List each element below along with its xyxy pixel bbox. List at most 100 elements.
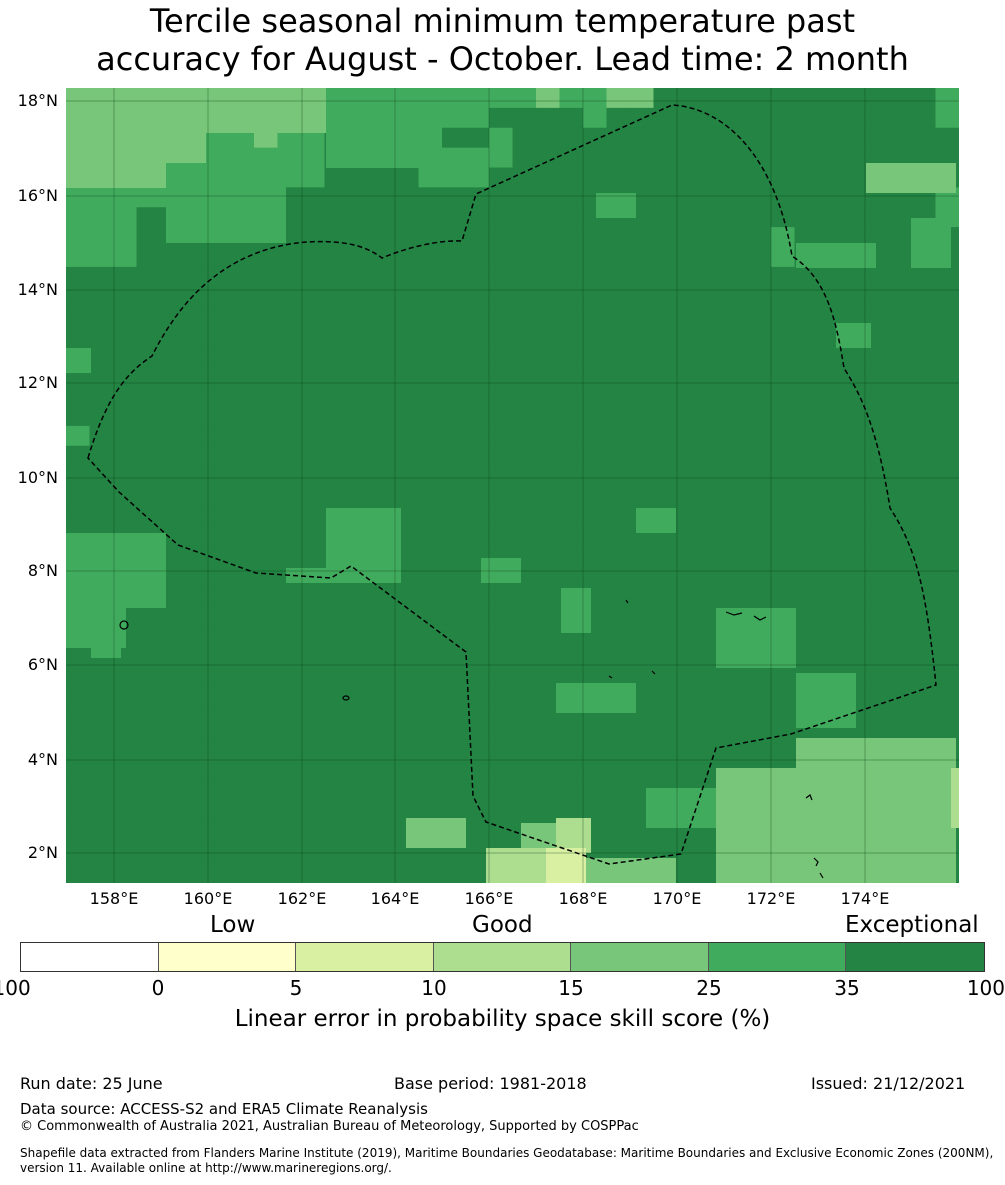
grid-cell	[418, 863, 443, 883]
grid-cell	[865, 406, 890, 427]
grid-cell	[935, 147, 959, 169]
grid-cell	[559, 286, 584, 308]
lon-label-166e: 166°E	[464, 889, 514, 908]
grid-cell	[230, 584, 255, 606]
grid-cell	[536, 346, 561, 367]
grid-cell	[559, 266, 584, 288]
grid-cell	[348, 445, 373, 467]
grid-cell	[277, 306, 302, 328]
grid-cell	[630, 465, 655, 487]
category-exceptional: Exceptional	[845, 912, 979, 938]
grid-cell	[395, 763, 420, 785]
grid-cell	[559, 127, 584, 149]
grid-cell	[935, 88, 959, 109]
grid-cell	[418, 167, 443, 188]
grid-cell	[841, 565, 866, 586]
grid-cell	[89, 465, 114, 487]
grid-cell	[630, 565, 655, 586]
grid-cell	[160, 406, 185, 427]
grid-cell	[677, 445, 702, 467]
grid-cell	[606, 326, 631, 347]
grid-cell	[395, 783, 420, 805]
grid-cell	[230, 266, 255, 288]
grid-cell	[653, 346, 678, 367]
grid-cell	[606, 783, 631, 805]
grid-cell	[559, 743, 584, 765]
grid-cell	[348, 783, 373, 805]
grid-cell	[630, 266, 655, 288]
grid-cell	[113, 803, 138, 824]
grid-cell	[536, 505, 561, 526]
grid-cell	[606, 88, 631, 109]
grid-cell	[583, 386, 608, 407]
grid-cell	[935, 604, 959, 626]
grid-cell	[512, 763, 537, 785]
grid-cell	[230, 545, 255, 566]
grid-cell	[630, 425, 655, 447]
grid-cell	[442, 306, 467, 328]
colorbar-tick-15: 15	[558, 976, 584, 1000]
grid-cell	[677, 763, 702, 785]
grid-cell	[371, 743, 396, 765]
grid-cell	[489, 743, 514, 765]
grid-cell	[583, 743, 608, 765]
grid-cell	[183, 684, 208, 705]
grid-cell	[630, 286, 655, 308]
grid-cell	[489, 147, 514, 169]
grid-cell	[207, 843, 232, 864]
grid-cell	[207, 406, 232, 427]
grid-cell	[465, 604, 490, 626]
grid-cell	[794, 346, 819, 367]
grid-cell	[324, 644, 349, 665]
grid-cell	[66, 684, 91, 705]
grid-cell	[465, 644, 490, 665]
grid-cell	[160, 465, 185, 487]
grid-cell	[136, 505, 161, 526]
grid-cell	[395, 207, 420, 228]
grid-cell	[489, 783, 514, 805]
grid-cell	[818, 545, 843, 566]
grid-cell	[183, 565, 208, 586]
grid-cell	[324, 247, 349, 268]
grid-cell	[865, 366, 890, 387]
grid-cell	[724, 743, 749, 765]
grid-cell	[136, 863, 161, 883]
grid-cell	[606, 167, 631, 188]
grid-cell	[301, 227, 326, 248]
grid-cell	[160, 386, 185, 407]
grid-cell	[254, 366, 279, 387]
grid-cell	[230, 465, 255, 487]
grid-cell	[277, 684, 302, 705]
grid-cell	[724, 525, 749, 546]
grid-cell	[583, 227, 608, 248]
grid-cell	[254, 584, 279, 606]
grid-cell	[653, 306, 678, 328]
grid-cell	[160, 644, 185, 665]
grid-cell	[207, 604, 232, 626]
grid-cell	[771, 346, 796, 367]
grid-cell	[677, 266, 702, 288]
grid-cell	[230, 604, 255, 626]
grid-cell	[630, 584, 655, 606]
grid-cell	[395, 425, 420, 447]
grid-cell	[559, 326, 584, 347]
grid-cell	[700, 505, 725, 526]
grid-cell	[818, 227, 843, 248]
grid-cell	[489, 644, 514, 665]
grid-cell	[66, 286, 91, 308]
grid-cell	[700, 445, 725, 467]
grid-cell	[583, 465, 608, 487]
grid-cell	[888, 366, 913, 387]
grid-cell	[536, 147, 561, 169]
grid-cell	[700, 306, 725, 328]
grid-cell	[865, 207, 890, 228]
grid-cell	[606, 604, 631, 626]
grid-cell	[653, 823, 678, 844]
grid-cell	[254, 525, 279, 546]
grid-cell	[301, 366, 326, 387]
grid-cell	[89, 306, 114, 328]
grid-cell	[348, 207, 373, 228]
grid-cell	[771, 485, 796, 506]
grid-cell	[912, 346, 937, 367]
grid-cell	[465, 425, 490, 447]
